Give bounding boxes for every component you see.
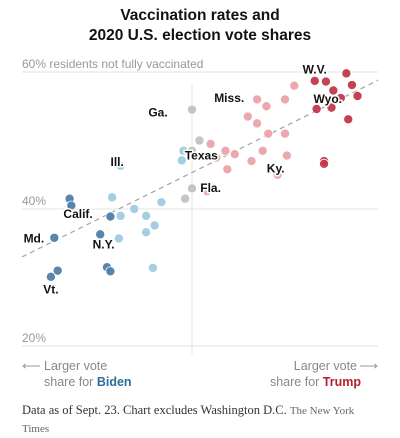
state-label-ny: N.Y. (93, 238, 115, 252)
trendline (21, 79, 379, 258)
point-strong-trump-2 (328, 85, 339, 96)
y-tick-label-20: 20% (22, 331, 46, 345)
point-lean-biden-8 (156, 197, 167, 208)
point-strong-trump-3 (346, 80, 357, 91)
chart-title: Vaccination rates and 2020 U.S. election… (0, 6, 400, 46)
point-lean-biden-9 (147, 262, 158, 273)
point-strong-trump-0 (309, 75, 320, 86)
state-label-vt: Vt. (43, 282, 58, 296)
state-label-ill: Ill. (111, 155, 124, 169)
state-label-texas: Texas (185, 149, 218, 163)
chart-title-line-2: 2020 U.S. election vote shares (88, 27, 312, 44)
data-points (45, 68, 363, 282)
point-strong-trump-1 (320, 76, 331, 87)
point-toss-up-0 (186, 104, 197, 115)
point-strong-biden-1 (52, 265, 63, 276)
right-arrow: ⟶ (359, 358, 378, 373)
state-labels: W.V. Wyo. Miss. Ga. Texas Ky. Ill. Fla. Calif. Md… (22, 61, 343, 298)
state-label-wv: W.V. (303, 62, 327, 76)
point-lean-trump-8 (242, 111, 253, 122)
x-right-label-prefix: share for (270, 375, 323, 389)
y-tick-label-40: 40% (22, 194, 46, 208)
state-label-fla: Fla. (200, 181, 221, 195)
point-toss-up-4 (180, 193, 191, 204)
point-lean-trump-11 (279, 94, 290, 105)
point-strong-trump-8 (311, 103, 322, 114)
point-lean-trump-0 (205, 138, 216, 149)
point-lean-biden-4 (141, 210, 152, 221)
footnote: Data as of Sept. 23. Chart excludes Wash… (22, 402, 382, 438)
point-lean-trump-16 (272, 169, 283, 180)
point-lean-trump-15 (201, 186, 212, 197)
point-strong-trump-5 (341, 68, 352, 79)
point-lean-trump-7 (279, 128, 290, 139)
x-left-label-line-2: share for Biden (44, 375, 132, 389)
point-lean-trump-13 (252, 94, 263, 105)
point-lean-trump-5 (257, 145, 268, 156)
point-lean-biden-6 (141, 227, 152, 238)
source-credit: The New York Times (22, 405, 355, 435)
point-lean-biden-7 (149, 220, 160, 231)
point-strong-trump-10 (343, 114, 354, 125)
state-label-calif: Calif. (63, 207, 92, 221)
point-strong-biden-5 (95, 229, 106, 240)
point-strong-trump-9 (326, 102, 337, 113)
x-left-label-line-1: Larger vote (44, 359, 107, 373)
point-strong-trump-7 (335, 93, 346, 104)
point-lean-trump-4 (246, 156, 257, 167)
x-left-label-prefix: share for (44, 375, 97, 389)
point-strong-biden-4 (66, 200, 77, 211)
state-label-md: Md. (24, 232, 45, 246)
point-toss-up-1 (194, 135, 205, 146)
point-lean-biden-3 (129, 203, 140, 214)
point-strong-biden-6 (105, 211, 116, 222)
point-toss-up-2 (186, 145, 197, 156)
point-lean-biden-2 (115, 210, 126, 221)
point-lean-trump-1 (220, 145, 231, 156)
point-strong-trump-6 (315, 95, 326, 106)
point-strong-trump-4 (352, 90, 363, 101)
point-toss-up-3 (186, 183, 197, 194)
trendline-layer (21, 79, 379, 258)
point-strong-biden-0 (45, 271, 56, 282)
point-strong-biden-8 (105, 266, 116, 277)
footnote-text: Data as of Sept. 23. Chart excludes Wash… (22, 403, 287, 417)
point-strong-biden-2 (49, 232, 60, 243)
point-lean-trump-9 (252, 118, 263, 129)
point-lean-trump-12 (289, 80, 300, 91)
point-lean-biden-10 (176, 155, 187, 166)
point-lean-biden-0 (115, 160, 126, 171)
point-strong-trump-12 (319, 158, 330, 169)
point-lean-trump-10 (261, 101, 272, 112)
state-label-ga: Ga. (148, 106, 167, 120)
scatter-chart: 60% residents not fully vaccinated 40% 20%… (21, 57, 379, 389)
point-lean-trump-17 (281, 150, 292, 161)
gridlines: 60% residents not fully vaccinated 40% 20% (22, 57, 378, 354)
point-lean-trump-3 (229, 149, 240, 160)
y-tick-label-60: 60% residents not fully vaccinated (22, 57, 203, 71)
x-right-label-line-2: share for Trump (270, 375, 361, 389)
x-right-label-line-1: Larger vote (294, 359, 357, 373)
point-lean-trump-14 (222, 164, 233, 175)
x-left-label-biden: Biden (97, 375, 132, 389)
point-lean-trump-2 (211, 152, 222, 163)
point-lean-biden-5 (113, 233, 124, 244)
point-lean-biden-1 (107, 192, 118, 203)
state-label-wyo: Wyo. (314, 92, 342, 106)
state-label-miss: Miss. (214, 91, 244, 105)
state-label-ky: Ky. (267, 162, 285, 176)
chart-title-line-1: Vaccination rates and (120, 7, 280, 24)
left-arrow: ⟵ (22, 358, 41, 373)
point-lean-trump-6 (263, 128, 274, 139)
x-right-label-trump: Trump (323, 375, 362, 389)
